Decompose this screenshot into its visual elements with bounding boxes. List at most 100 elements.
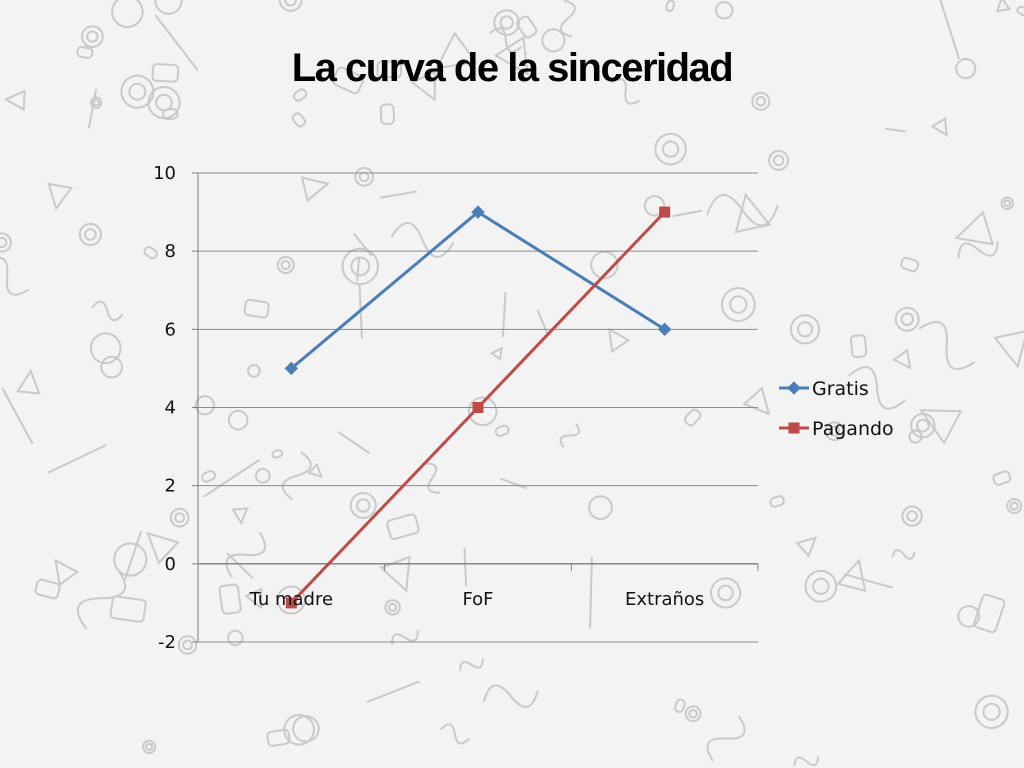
doodle-shape (848, 366, 907, 410)
doodle-shape (201, 469, 217, 483)
slide-title: La curva de la sinceridad (291, 46, 734, 90)
doodle-shape (954, 210, 995, 246)
doodle-shape (654, 132, 687, 166)
legend-label: Pagando (812, 418, 894, 440)
doodle-shape (918, 409, 963, 445)
doodle-shape (434, 31, 478, 70)
doodle-shape (91, 300, 124, 322)
doodle-shape (337, 430, 370, 455)
doodle-shape (244, 587, 263, 610)
doodle-shape (930, 116, 948, 137)
doodle-shape (995, 0, 1012, 13)
y-tick-label: 4 (165, 398, 176, 419)
doodle-shape (307, 462, 324, 479)
series-line-gratis (290, 210, 666, 370)
doodle-shape (151, 63, 180, 83)
doodle-shape (162, 108, 179, 121)
doodle-shape (366, 680, 420, 704)
doodle-shape (938, 0, 960, 60)
doodle-shape (226, 552, 254, 580)
doodle-shape (349, 491, 377, 519)
legend-marker (788, 422, 800, 434)
doodle-shape (276, 255, 295, 274)
doodle-shape (109, 595, 147, 623)
doodle-shape (47, 443, 107, 474)
doodle-shape (706, 193, 779, 227)
doodle-shape (714, 1, 734, 20)
doodle-shape (536, 309, 549, 336)
doodle-shape (894, 306, 920, 332)
legend-marker (787, 381, 801, 395)
doodle-shape (742, 386, 771, 416)
doodle-shape (992, 470, 1012, 486)
tick-labels: -2 0 2 4 6 8 10 Tu madre FoF Extraños (153, 163, 704, 653)
doodle-shape (1, 387, 34, 445)
doodle-shape (489, 346, 504, 361)
doodle-shape (89, 332, 122, 365)
doodle-shape (154, 14, 199, 71)
doodle-shape (266, 728, 291, 747)
doodle-shape (142, 739, 157, 754)
doodle-shape (957, 605, 981, 628)
series-lines (284, 205, 672, 609)
doodle-shape (665, 0, 676, 13)
doodle-shape (120, 74, 155, 109)
doodle-shape (439, 723, 470, 745)
doodle-shape (493, 9, 520, 36)
doodle-shape (908, 429, 923, 444)
doodle-shape (720, 287, 756, 322)
doodle-shape (379, 555, 411, 593)
doodle-shape (47, 182, 74, 211)
doodle-shape (674, 698, 686, 713)
doodle-shape (973, 593, 1006, 634)
y-tick-label: 2 (165, 476, 176, 497)
doodle-shape (463, 547, 468, 586)
doodle-shape (292, 88, 308, 102)
y-tick-label: 0 (165, 554, 176, 575)
doodle-shape (482, 684, 539, 708)
doodle-shape (789, 314, 821, 345)
doodle-shape (384, 599, 401, 616)
doodle-shape (955, 58, 977, 80)
x-tick-label: Extraños (625, 589, 704, 610)
doodle-shape (706, 715, 746, 762)
doodle-shape (154, 0, 183, 15)
axes (192, 172, 759, 643)
doodle-shape (16, 368, 41, 395)
doodle-shape (78, 222, 103, 247)
y-tick-label: 8 (165, 241, 176, 262)
doodle-shape (34, 578, 61, 600)
doodle-shape (271, 449, 284, 459)
doodle-shape (231, 507, 249, 526)
doodle-shape (291, 112, 307, 128)
doodle-shape (410, 69, 436, 102)
doodle-shape (751, 91, 771, 111)
doodle-shape (281, 451, 312, 501)
doodle-shape (892, 348, 912, 370)
data-point (471, 205, 485, 219)
doodle-shape (824, 421, 845, 442)
doodle-shape (424, 462, 441, 494)
doodle-shape (218, 583, 242, 615)
doodle-shape (352, 232, 373, 257)
doodle-shape (559, 0, 576, 38)
legend-item: Pagando (779, 418, 894, 440)
doodle-shape (836, 558, 867, 593)
doodle-shape (254, 467, 271, 484)
doodle-shape (356, 256, 361, 282)
doodle-shape (684, 705, 702, 723)
doodle-shape (885, 127, 906, 133)
doodle-shape (3, 89, 26, 112)
doodle-shape (974, 694, 1009, 730)
doodle-shape (494, 424, 510, 437)
doodle-shape (493, 35, 529, 76)
legend: Gratis Pagando (779, 378, 894, 440)
doodle-shape (227, 409, 249, 431)
doodle-shape (900, 256, 920, 273)
doodle-shape (768, 149, 790, 171)
y-tick-label: 10 (153, 163, 176, 184)
doodle-shape (124, 530, 143, 580)
doodle-shape (1000, 196, 1015, 211)
